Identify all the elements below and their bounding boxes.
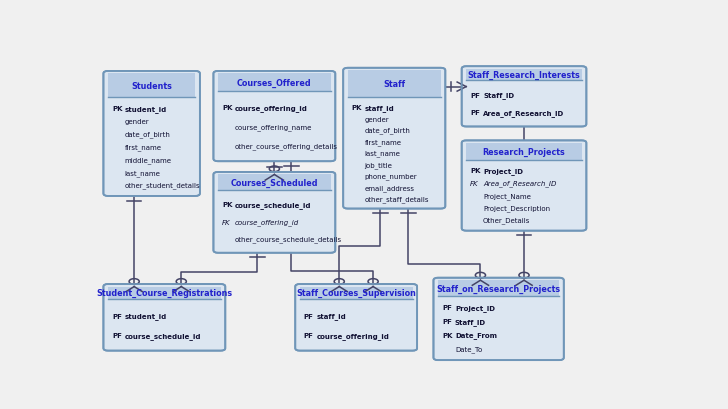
FancyBboxPatch shape bbox=[213, 173, 336, 253]
Text: other_course_offering_details: other_course_offering_details bbox=[235, 143, 338, 150]
Text: Staff_ID: Staff_ID bbox=[483, 92, 514, 99]
FancyBboxPatch shape bbox=[103, 284, 225, 351]
Text: Date_To: Date_To bbox=[455, 346, 482, 352]
Text: middle_name: middle_name bbox=[125, 157, 172, 164]
Polygon shape bbox=[438, 281, 559, 296]
Text: Staff_on_Research_Projects: Staff_on_Research_Projects bbox=[437, 284, 561, 293]
Text: Other_Details: Other_Details bbox=[483, 217, 531, 224]
Text: PF: PF bbox=[470, 92, 480, 99]
Text: FK: FK bbox=[222, 219, 231, 225]
Text: PF: PF bbox=[112, 333, 122, 339]
FancyBboxPatch shape bbox=[103, 72, 200, 196]
Text: Research_Projects: Research_Projects bbox=[483, 148, 566, 157]
Polygon shape bbox=[218, 74, 331, 91]
Text: gender: gender bbox=[125, 119, 149, 125]
Text: other_student_details: other_student_details bbox=[125, 182, 200, 189]
FancyBboxPatch shape bbox=[462, 141, 586, 231]
FancyBboxPatch shape bbox=[462, 67, 586, 127]
Text: PK: PK bbox=[112, 106, 122, 112]
Text: course_offering_id: course_offering_id bbox=[317, 332, 389, 339]
Text: PK: PK bbox=[442, 332, 452, 338]
Text: date_of_birth: date_of_birth bbox=[125, 131, 171, 138]
Text: PK: PK bbox=[222, 202, 232, 208]
Text: PF: PF bbox=[442, 318, 452, 324]
Text: email_address: email_address bbox=[365, 184, 415, 191]
Polygon shape bbox=[466, 70, 582, 81]
FancyBboxPatch shape bbox=[433, 278, 563, 360]
Text: Staff_ID: Staff_ID bbox=[455, 318, 486, 325]
Text: PF: PF bbox=[304, 333, 314, 339]
Text: course_offering_id: course_offering_id bbox=[235, 104, 308, 111]
Text: first_name: first_name bbox=[125, 144, 162, 151]
Polygon shape bbox=[300, 287, 413, 299]
Text: PF: PF bbox=[470, 110, 480, 116]
Text: Student_Course_Registrations: Student_Course_Registrations bbox=[96, 288, 232, 298]
FancyBboxPatch shape bbox=[213, 72, 336, 162]
Text: Project_ID: Project_ID bbox=[455, 304, 495, 311]
Polygon shape bbox=[466, 144, 582, 161]
Text: FK: FK bbox=[470, 180, 479, 187]
FancyBboxPatch shape bbox=[343, 69, 446, 209]
FancyBboxPatch shape bbox=[296, 284, 417, 351]
Text: last_name: last_name bbox=[125, 169, 161, 176]
Text: staff_id: staff_id bbox=[317, 312, 347, 319]
Text: Project_Description: Project_Description bbox=[483, 205, 550, 211]
Text: Courses_Offered: Courses_Offered bbox=[237, 78, 312, 88]
Polygon shape bbox=[108, 287, 221, 299]
Text: PF: PF bbox=[112, 313, 122, 319]
Text: date_of_birth: date_of_birth bbox=[365, 127, 411, 134]
Text: Area_of_Research_ID: Area_of_Research_ID bbox=[483, 110, 564, 117]
Text: Courses_Scheduled: Courses_Scheduled bbox=[231, 178, 318, 187]
Text: last_name: last_name bbox=[365, 150, 400, 157]
Text: course_offering_name: course_offering_name bbox=[235, 124, 312, 130]
Text: PK: PK bbox=[222, 105, 232, 111]
Text: Staff: Staff bbox=[383, 80, 405, 89]
Text: student_id: student_id bbox=[125, 106, 167, 112]
Text: other_course_schedule_details: other_course_schedule_details bbox=[235, 236, 342, 243]
Text: Staff_Courses_Supervision: Staff_Courses_Supervision bbox=[296, 288, 416, 298]
Text: PK: PK bbox=[352, 105, 362, 111]
Text: course_schedule_id: course_schedule_id bbox=[125, 332, 202, 339]
Text: Date_From: Date_From bbox=[455, 332, 497, 339]
Polygon shape bbox=[348, 71, 441, 98]
Text: PK: PK bbox=[470, 168, 480, 174]
Text: course_offering_id: course_offering_id bbox=[235, 219, 299, 225]
Text: PF: PF bbox=[304, 313, 314, 319]
Text: staff_id: staff_id bbox=[365, 104, 395, 111]
Text: Students: Students bbox=[131, 82, 172, 91]
Text: PF: PF bbox=[442, 305, 452, 311]
Text: phone_number: phone_number bbox=[365, 173, 417, 180]
Text: Area_of_Research_ID: Area_of_Research_ID bbox=[483, 180, 556, 187]
Text: first_name: first_name bbox=[365, 139, 402, 146]
Text: Project_ID: Project_ID bbox=[483, 168, 523, 175]
Text: gender: gender bbox=[365, 116, 389, 122]
Text: Staff_Research_Interests: Staff_Research_Interests bbox=[467, 70, 580, 80]
Polygon shape bbox=[108, 74, 195, 98]
Polygon shape bbox=[218, 175, 331, 190]
Text: job_title: job_title bbox=[365, 162, 392, 168]
Text: other_staff_details: other_staff_details bbox=[365, 196, 429, 202]
Text: Project_Name: Project_Name bbox=[483, 193, 531, 199]
Text: course_schedule_id: course_schedule_id bbox=[235, 201, 312, 208]
Text: student_id: student_id bbox=[125, 312, 167, 319]
